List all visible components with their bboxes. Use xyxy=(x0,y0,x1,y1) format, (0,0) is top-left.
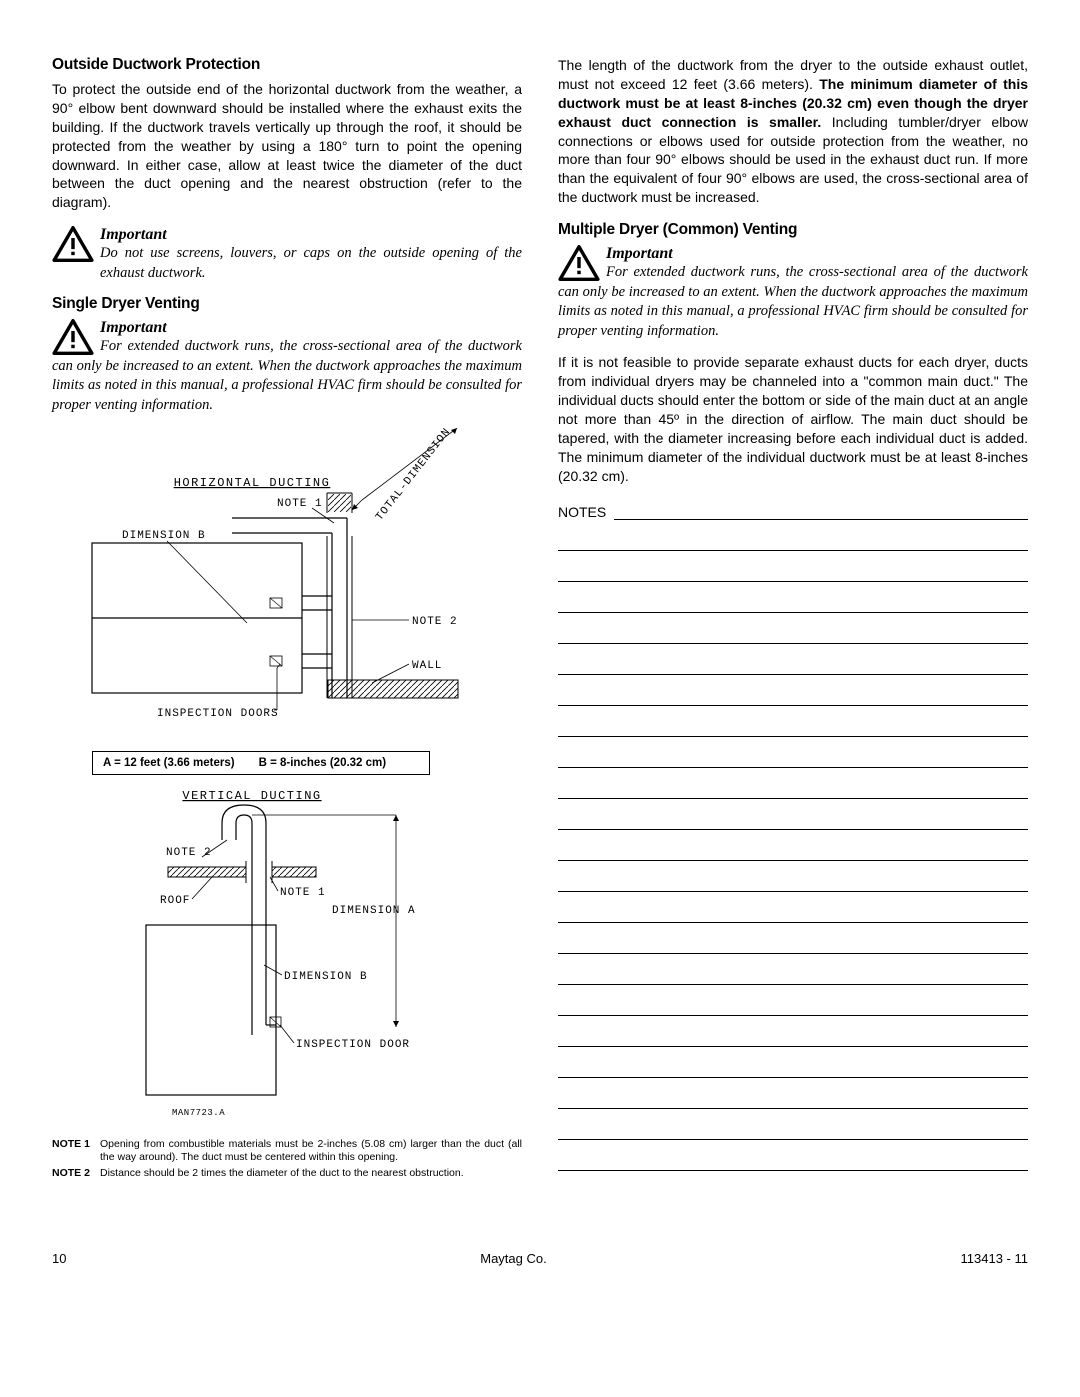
diagram2-note2: NOTE 2 xyxy=(166,847,212,859)
right-column: The length of the ductwork from the drye… xyxy=(558,56,1028,1201)
footnote-1-text: Opening from combustible materials must … xyxy=(100,1138,522,1165)
two-column-layout: Outside Ductwork Protection To protect t… xyxy=(52,56,1028,1201)
note-line xyxy=(558,891,1028,892)
footer-page-number: 10 xyxy=(52,1251,66,1266)
important-block-2: Important For extended ductwork runs, th… xyxy=(52,319,522,415)
note-line xyxy=(558,1108,1028,1109)
notes-first-line: NOTES xyxy=(558,504,1028,520)
diagram2-dim-a: DIMENSION A xyxy=(332,905,416,917)
note-line xyxy=(558,860,1028,861)
diagram2-note1: NOTE 1 xyxy=(280,887,326,899)
diagram-horizontal-ducting: HORIZONTAL DUCTING TOTAL-DIMENSION A DIM… xyxy=(52,428,522,741)
footnote-2-label: NOTE 2 xyxy=(52,1167,100,1181)
footer-doc-id: 113413 - 11 xyxy=(961,1251,1028,1266)
important-text-2: For extended ductwork runs, the cross-se… xyxy=(52,337,522,415)
note-line xyxy=(558,705,1028,706)
note-line xyxy=(558,798,1028,799)
important-title-1: Important xyxy=(100,226,522,244)
note-line xyxy=(558,1170,1028,1171)
diagram1-wall: WALL xyxy=(412,660,442,672)
note-line xyxy=(558,550,1028,551)
heading-multiple-dryer: Multiple Dryer (Common) Venting xyxy=(558,221,1028,239)
diagram2-ref: MAN7723.A xyxy=(172,1108,225,1118)
important-text-3: For extended ductwork runs, the cross-se… xyxy=(558,263,1028,341)
diagram1-total-dim: TOTAL-DIMENSION A xyxy=(374,428,463,523)
footnote-2-text: Distance should be 2 times the diameter … xyxy=(100,1167,464,1181)
footnotes: NOTE 1 Opening from combustible material… xyxy=(52,1138,522,1181)
diagram-vertical-ducting: VERTICAL DUCTING DIMENSION A xyxy=(52,785,522,1128)
note-line xyxy=(558,674,1028,675)
warning-icon xyxy=(52,319,94,355)
footnote-1-label: NOTE 1 xyxy=(52,1138,100,1165)
diagram1-note1: NOTE 1 xyxy=(277,498,323,510)
dim-b-text: B = 8-inches (20.32 cm) xyxy=(259,757,387,769)
left-column: Outside Ductwork Protection To protect t… xyxy=(52,56,522,1201)
important-block-1: Important Do not use screens, louvers, o… xyxy=(52,226,522,283)
diagram1-title: HORIZONTAL DUCTING xyxy=(174,476,331,490)
notes-label: NOTES xyxy=(558,504,614,520)
dimension-key-box: A = 12 feet (3.66 meters) B = 8-inches (… xyxy=(92,751,430,775)
note-line xyxy=(558,1046,1028,1047)
note-line xyxy=(558,1139,1028,1140)
warning-icon xyxy=(558,245,600,281)
note-line xyxy=(558,1077,1028,1078)
note-line xyxy=(558,767,1028,768)
diagram2-inspection: INSPECTION DOOR xyxy=(296,1039,410,1051)
note-line xyxy=(558,643,1028,644)
note-line xyxy=(558,829,1028,830)
para-duct-length: The length of the ductwork from the drye… xyxy=(558,56,1028,207)
important-title-3: Important xyxy=(558,245,1028,263)
heading-single-dryer: Single Dryer Venting xyxy=(52,295,522,313)
dim-a-text: A = 12 feet (3.66 meters) xyxy=(103,757,235,769)
diagram1-inspection: INSPECTION DOORS xyxy=(157,708,279,720)
warning-icon xyxy=(52,226,94,262)
important-title-2: Important xyxy=(52,319,522,337)
diagram2-dim-b: DIMENSION B xyxy=(284,971,368,983)
diagram2-roof: ROOF xyxy=(160,895,190,907)
heading-outside-ductwork: Outside Ductwork Protection xyxy=(52,56,522,74)
important-block-3: Important For extended ductwork runs, th… xyxy=(558,245,1028,341)
notes-section: NOTES xyxy=(558,504,1028,1171)
note-line xyxy=(558,581,1028,582)
page-footer: 10 Maytag Co. 113413 - 11 xyxy=(0,1231,1080,1296)
para-outside-ductwork: To protect the outside end of the horizo… xyxy=(52,80,522,212)
diagram1-dim-b: DIMENSION B xyxy=(122,530,206,542)
diagram1-note2: NOTE 2 xyxy=(412,616,458,628)
note-line xyxy=(614,519,1028,520)
note-line xyxy=(558,922,1028,923)
footnote-1: NOTE 1 Opening from combustible material… xyxy=(52,1138,522,1165)
note-lines-container xyxy=(558,550,1028,1171)
note-line xyxy=(558,736,1028,737)
note-line xyxy=(558,612,1028,613)
para-common-duct: If it is not feasible to provide separat… xyxy=(558,353,1028,485)
footer-company: Maytag Co. xyxy=(480,1251,546,1266)
note-line xyxy=(558,984,1028,985)
page: Outside Ductwork Protection To protect t… xyxy=(0,0,1080,1231)
note-line xyxy=(558,1015,1028,1016)
diagram2-title: VERTICAL DUCTING xyxy=(182,789,321,803)
important-text-1: Do not use screens, louvers, or caps on … xyxy=(100,244,522,283)
note-line xyxy=(558,953,1028,954)
footnote-2: NOTE 2 Distance should be 2 times the di… xyxy=(52,1167,522,1181)
